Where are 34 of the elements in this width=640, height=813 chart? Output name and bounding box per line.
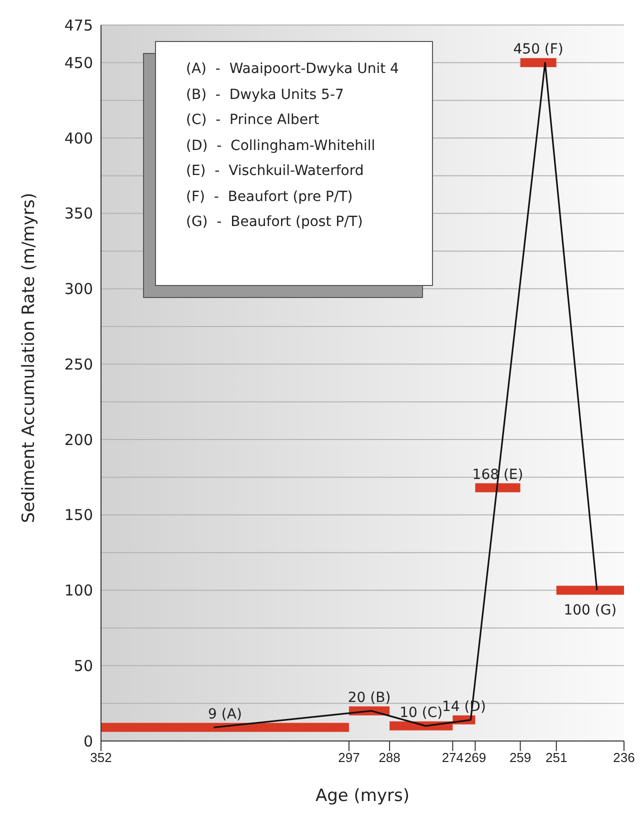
y-tick-label: 300 bbox=[64, 280, 93, 298]
annotation: (G) - Beaufort (post P/T) bbox=[186, 213, 364, 232]
x-tick-label: 269 bbox=[464, 750, 486, 766]
annotation: (C) - Prince Albert bbox=[186, 111, 320, 130]
y-tick-label: 200 bbox=[64, 430, 93, 449]
annotation: 100 (G) bbox=[564, 602, 617, 618]
annotation: 20 (B) bbox=[348, 690, 391, 706]
x-tick-label: 251 bbox=[546, 750, 568, 766]
x-tick-label: 288 bbox=[378, 750, 400, 766]
x-tick-label: 259 bbox=[509, 750, 532, 766]
x-tick-label: 274 bbox=[442, 750, 464, 766]
annotation: (F) - Beaufort (pre P/T) bbox=[186, 188, 354, 206]
x-tick-label: 236 bbox=[613, 750, 635, 766]
y-tick-label: 475 bbox=[64, 16, 93, 34]
annotation: (E) - Vischkuil-Waterford bbox=[186, 162, 365, 181]
annotation: (B) - Dwyka Units 5-7 bbox=[186, 86, 345, 104]
annotation: (A) - Waaipoort-Dwyka Unit 4 bbox=[186, 60, 400, 79]
annotation: (D) - Collingham-Whitehill bbox=[186, 136, 376, 156]
annotation: 168 (E) bbox=[472, 466, 524, 483]
annotation: 9 (A) bbox=[208, 706, 242, 722]
x-tick-label: 352 bbox=[90, 750, 112, 766]
y-tick-label: 250 bbox=[64, 355, 93, 374]
y-tick-label: 50 bbox=[74, 656, 93, 675]
y-tick-label: 350 bbox=[64, 204, 93, 223]
annotation: 10 (C) bbox=[400, 704, 443, 721]
y-tick-label: 150 bbox=[64, 506, 93, 524]
annotation: 450 (F) bbox=[513, 42, 564, 58]
y-tick-label: 400 bbox=[64, 129, 93, 148]
y-axis-title: Sediment Accumulation Rate (m/myrs) bbox=[19, 192, 40, 523]
x-tick-label: 297 bbox=[338, 750, 360, 766]
y-tick-label: 450 bbox=[64, 54, 93, 72]
x-axis-title: Age (myrs) bbox=[315, 786, 410, 806]
y-tick-label: 0 bbox=[83, 732, 93, 750]
y-tick-label: 100 bbox=[64, 582, 93, 600]
